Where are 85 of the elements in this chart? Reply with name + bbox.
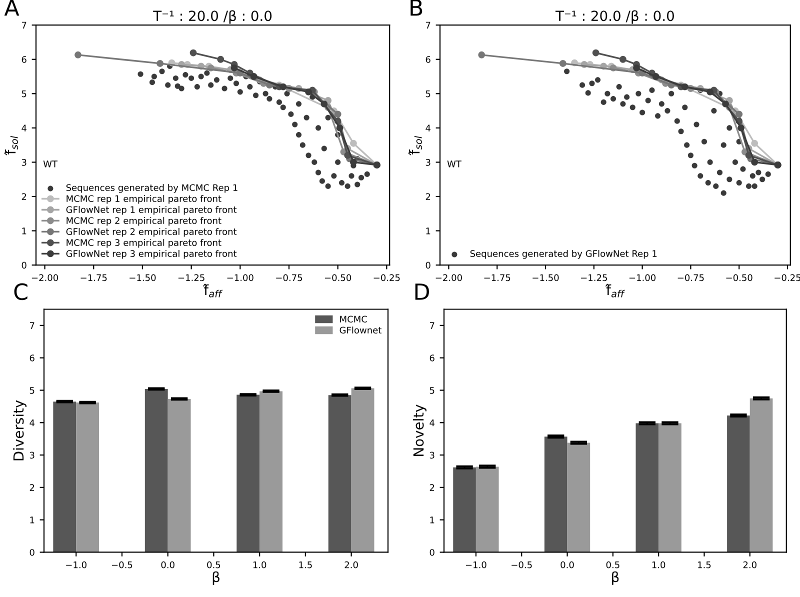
y-tick-label: 1 <box>430 516 434 524</box>
y-tick-label: 5 <box>22 90 26 98</box>
y-tick-label: 3 <box>426 158 430 166</box>
y-tick-label: 3 <box>430 452 434 459</box>
chart-title: T⁻¹ : 20.0 /β : 0.0 <box>153 10 272 24</box>
x-axis-title: f̂$_{aff}$ <box>605 284 626 298</box>
y-axis-title: f̂$_{sol}$ <box>408 136 422 156</box>
y-tick-label: 2 <box>22 193 26 200</box>
y-axis-title: Novelty <box>413 404 426 456</box>
legend-label: MCMC rep 2 empirical pareto front <box>66 217 222 226</box>
x-tick-label: −1.75 <box>80 274 107 282</box>
legend-label: MCMC rep 1 empirical pareto front <box>66 195 222 204</box>
y-tick-label: 6 <box>30 354 34 362</box>
y-axis-title: f̂$_{sol}$ <box>4 136 18 156</box>
x-tick-label: 0.0 <box>560 561 574 568</box>
x-axis-title: β <box>212 571 220 585</box>
annotation: WT <box>43 160 58 168</box>
y-tick-label: 0 <box>430 548 434 556</box>
y-axis-title: Diversity <box>13 400 26 460</box>
x-tick-label: −0.25 <box>374 274 400 282</box>
x-tick-label: −1.25 <box>581 274 607 282</box>
x-tick-label: −0.50 <box>324 274 352 282</box>
y-tick-label: 3 <box>30 452 34 459</box>
x-tick-label: 1.0 <box>652 561 666 568</box>
y-tick-label: 6 <box>430 354 434 362</box>
y-tick-label: 7 <box>22 22 26 29</box>
y-tick-label: 6 <box>22 56 26 63</box>
annotation: WT <box>447 160 462 168</box>
y-tick-label: 5 <box>30 387 34 394</box>
x-tick-label: −0.75 <box>678 274 704 282</box>
y-tick-label: 2 <box>426 193 430 200</box>
y-tick-label: 1 <box>30 516 34 524</box>
legend-label: GFlownet <box>340 326 382 334</box>
x-tick-label: −1.00 <box>629 274 656 282</box>
x-tick-label: −0.5 <box>112 561 132 568</box>
y-tick-label: 0 <box>22 262 26 269</box>
y-tick-label: 5 <box>426 90 430 98</box>
x-tick-label: −1.25 <box>178 274 204 282</box>
y-tick-label: 4 <box>430 419 434 426</box>
text: D <box>415 284 429 300</box>
x-tick-label: 2.0 <box>344 561 358 568</box>
legend-label: Sequences generated by GFlowNet Rep 1 <box>470 250 657 259</box>
y-tick-label: 0 <box>426 262 430 269</box>
y-tick-label: 7 <box>426 22 430 29</box>
x-tick-label: 0.5 <box>606 561 620 568</box>
x-axis-title: f̂$_{aff}$ <box>202 284 223 298</box>
y-tick-label: 1 <box>426 228 430 234</box>
legend-label: MCMC rep 3 empirical pareto front <box>66 239 222 248</box>
x-tick-label: 1.5 <box>698 562 711 568</box>
x-tick-label: −0.50 <box>726 274 752 282</box>
y-tick-label: 1 <box>22 228 26 234</box>
x-tick-label: −1.0 <box>66 561 86 568</box>
x-tick-label: 2.0 <box>743 561 756 568</box>
legend-label: GFlowNet rep 1 empirical pareto front <box>66 206 237 215</box>
legend-label: MCMC <box>340 316 367 323</box>
x-tick-label: −1.50 <box>130 274 156 282</box>
y-tick-label: 0 <box>30 548 34 556</box>
y-tick-label: 4 <box>22 124 26 132</box>
text: C <box>14 283 28 300</box>
legend-label: GFlowNet rep 3 empirical pareto front <box>66 250 237 259</box>
x-tick-label: 0.5 <box>207 561 220 568</box>
y-tick-label: 4 <box>426 124 430 132</box>
y-tick-label: 4 <box>30 419 34 426</box>
x-tick-label: −0.75 <box>276 274 302 282</box>
x-tick-label: 0.0 <box>161 561 174 568</box>
y-tick-label: 5 <box>430 387 434 394</box>
x-tick-label: −2.00 <box>32 274 58 282</box>
x-tick-label: −0.5 <box>512 561 532 568</box>
x-tick-label: −2.00 <box>436 274 462 282</box>
legend-label: Sequences generated by MCMC Rep 1 <box>66 184 238 193</box>
legend-label: GFlowNet rep 2 empirical pareto front <box>66 228 237 237</box>
y-tick-label: 2 <box>30 484 34 491</box>
y-tick-label: 6 <box>426 56 430 63</box>
y-tick-label: 2 <box>430 484 434 491</box>
x-tick-label: −1.50 <box>532 274 559 282</box>
y-tick-label: 7 <box>30 322 34 329</box>
y-tick-label: 3 <box>22 158 26 166</box>
y-tick-label: 7 <box>430 322 434 329</box>
x-tick-label: 1.0 <box>253 561 266 568</box>
x-axis-title: β <box>612 571 619 585</box>
x-tick-label: −1.75 <box>484 274 510 282</box>
chart-title: T⁻¹ : 20.0 /β : 0.0 <box>555 10 674 24</box>
x-tick-label: −1.00 <box>227 274 254 282</box>
x-tick-label: −1.0 <box>466 561 486 568</box>
x-tick-label: 1.5 <box>299 562 312 568</box>
